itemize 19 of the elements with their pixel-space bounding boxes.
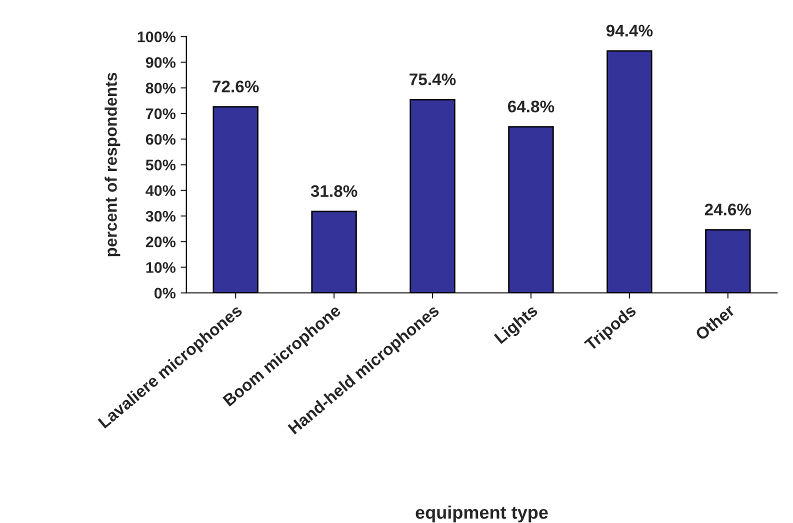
x-axis-title: equipment type — [416, 506, 548, 522]
data-label: 31.8% — [310, 185, 358, 198]
y-axis-title: percent of respondents — [104, 72, 120, 256]
y-tick-label: 100% — [138, 31, 176, 42]
data-label: 75.4% — [410, 73, 456, 86]
data-label: 94.4% — [606, 24, 653, 37]
y-tick-label: 90% — [146, 57, 176, 68]
y-tick-label: 60% — [146, 134, 176, 145]
y-tick-label: 80% — [146, 82, 176, 94]
data-label: 24.6% — [704, 204, 752, 216]
data-label: 72.6% — [212, 80, 259, 92]
y-tick-label: 20% — [146, 236, 176, 248]
y-tick-label: 40% — [146, 185, 176, 196]
y-tick-label: 0% — [154, 288, 176, 299]
data-label: 64.8% — [508, 100, 554, 112]
y-tick-label: 30% — [146, 210, 176, 222]
y-tick-label: 70% — [146, 108, 176, 120]
y-tick-label: 50% — [146, 160, 176, 170]
y-tick-label: 10% — [146, 262, 176, 273]
